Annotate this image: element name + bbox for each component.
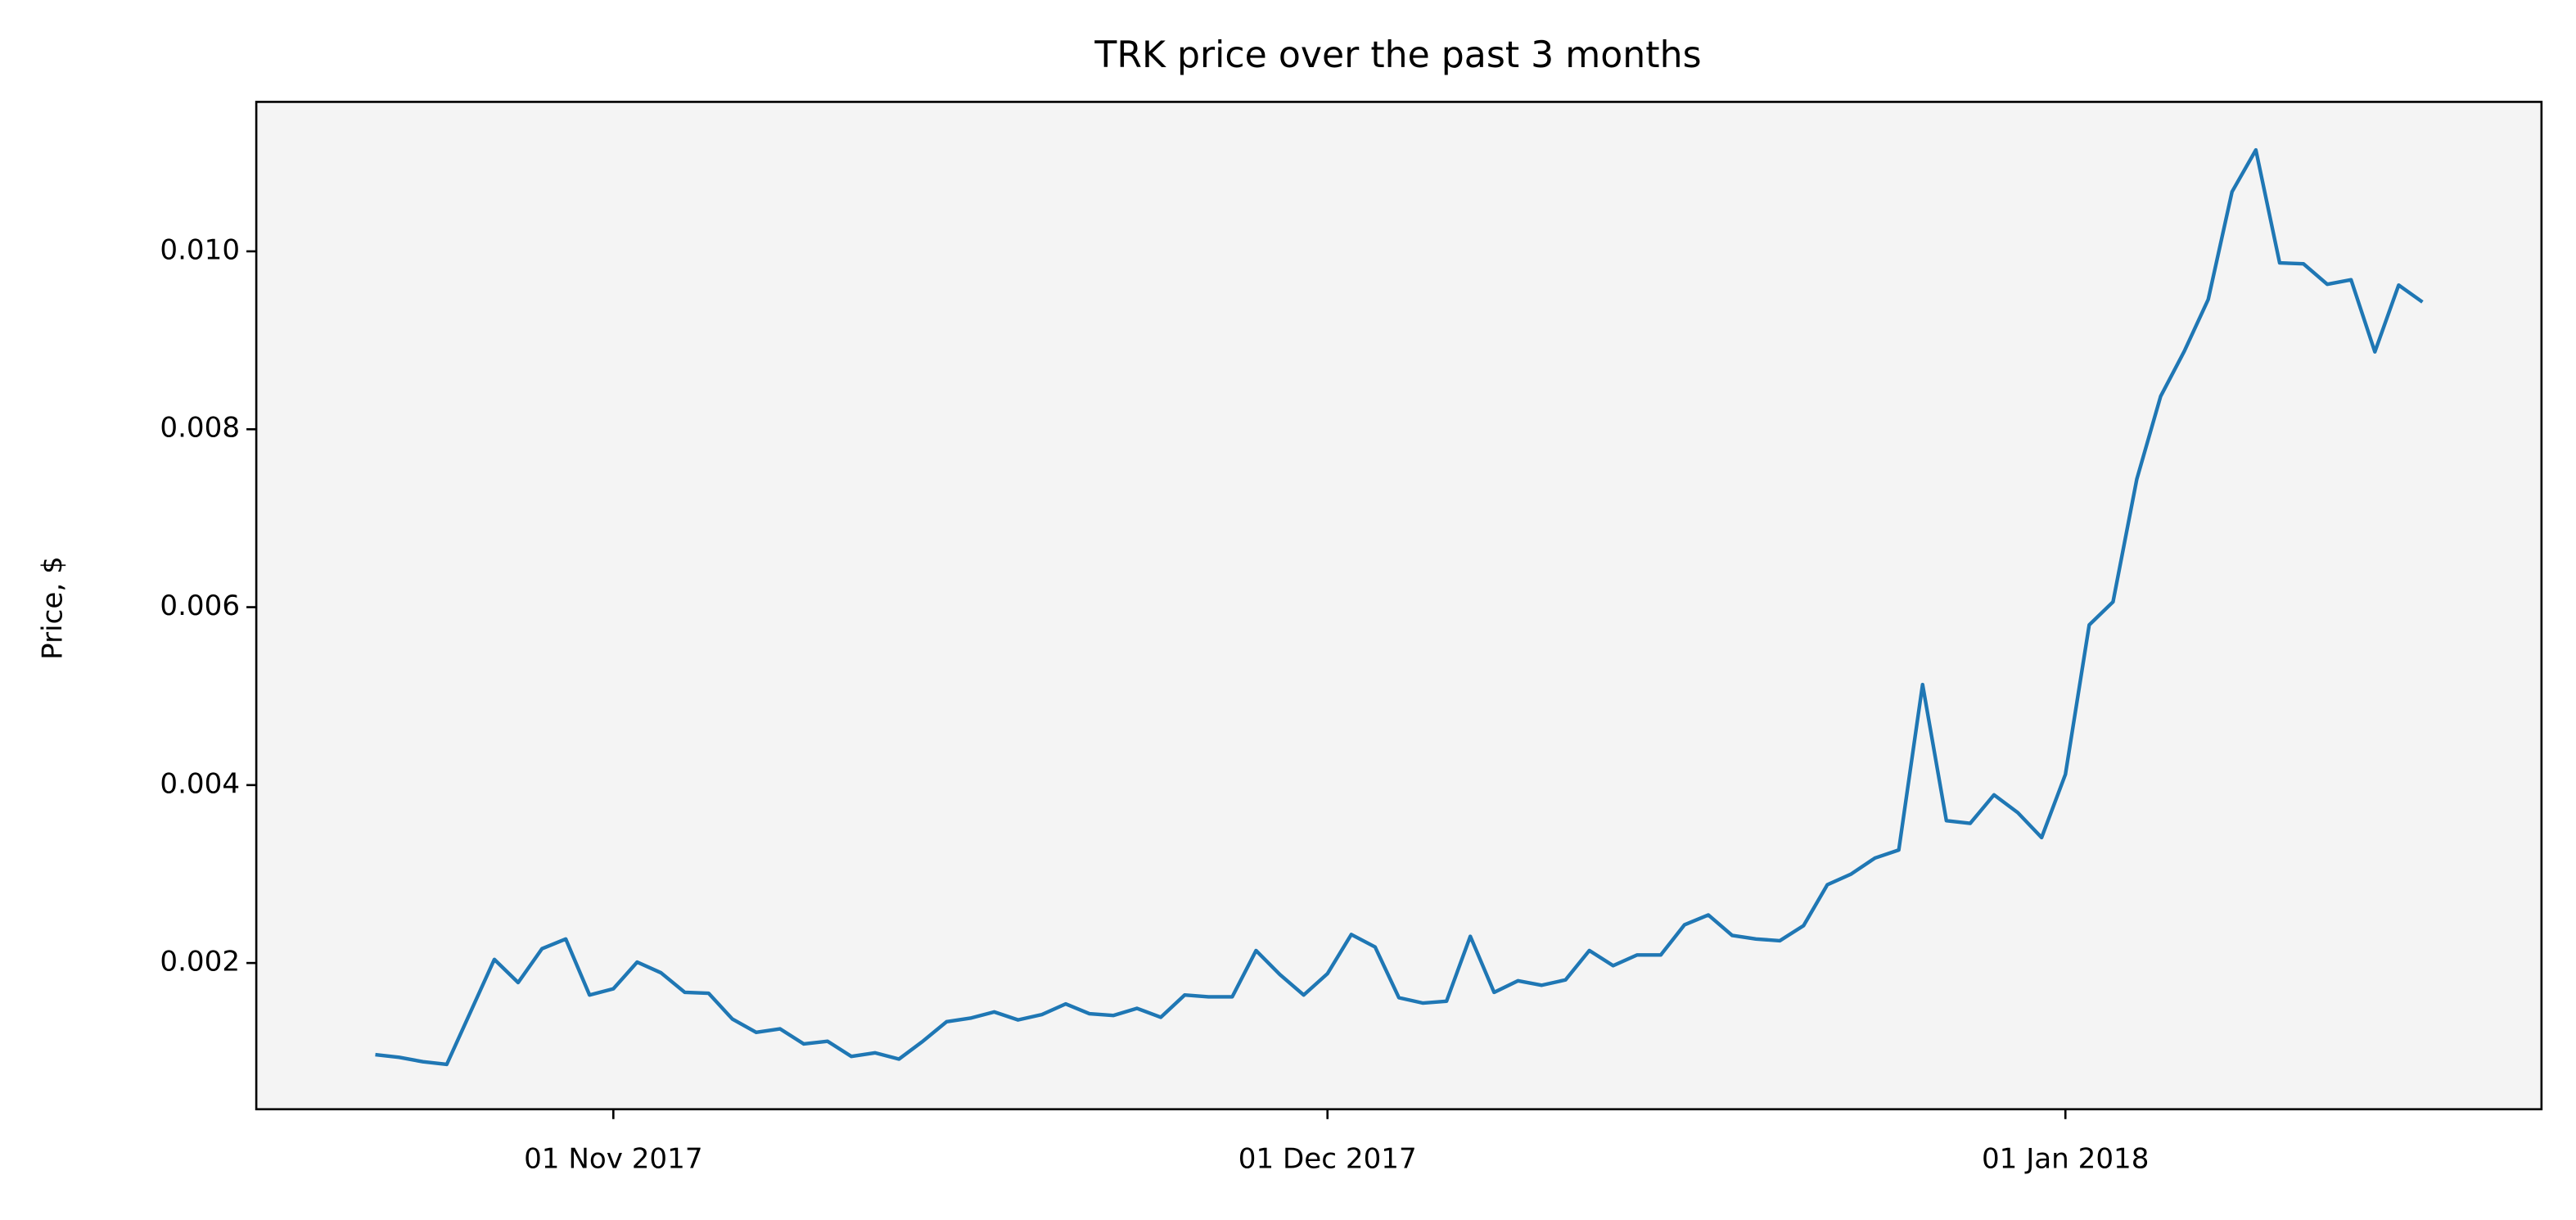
chart-title: TRK price over the past 3 months	[1094, 34, 1701, 76]
y-tick-label: 0.002	[160, 946, 240, 978]
price-line	[375, 147, 2424, 1067]
x-tick-label: 01 Nov 2017	[524, 1142, 702, 1175]
y-tick-label: 0.008	[160, 412, 240, 445]
plot-background	[256, 102, 2542, 1109]
y-tick-label: 0.004	[160, 767, 240, 800]
y-axis-label: Price, $	[37, 556, 70, 660]
y-tick-label: 0.006	[160, 590, 240, 622]
x-tick-label: 01 Dec 2017	[1238, 1142, 1417, 1175]
plot-frame	[255, 101, 2543, 1111]
y-tick-label: 0.010	[160, 233, 240, 266]
x-tick-label: 01 Jan 2018	[1982, 1142, 2149, 1175]
